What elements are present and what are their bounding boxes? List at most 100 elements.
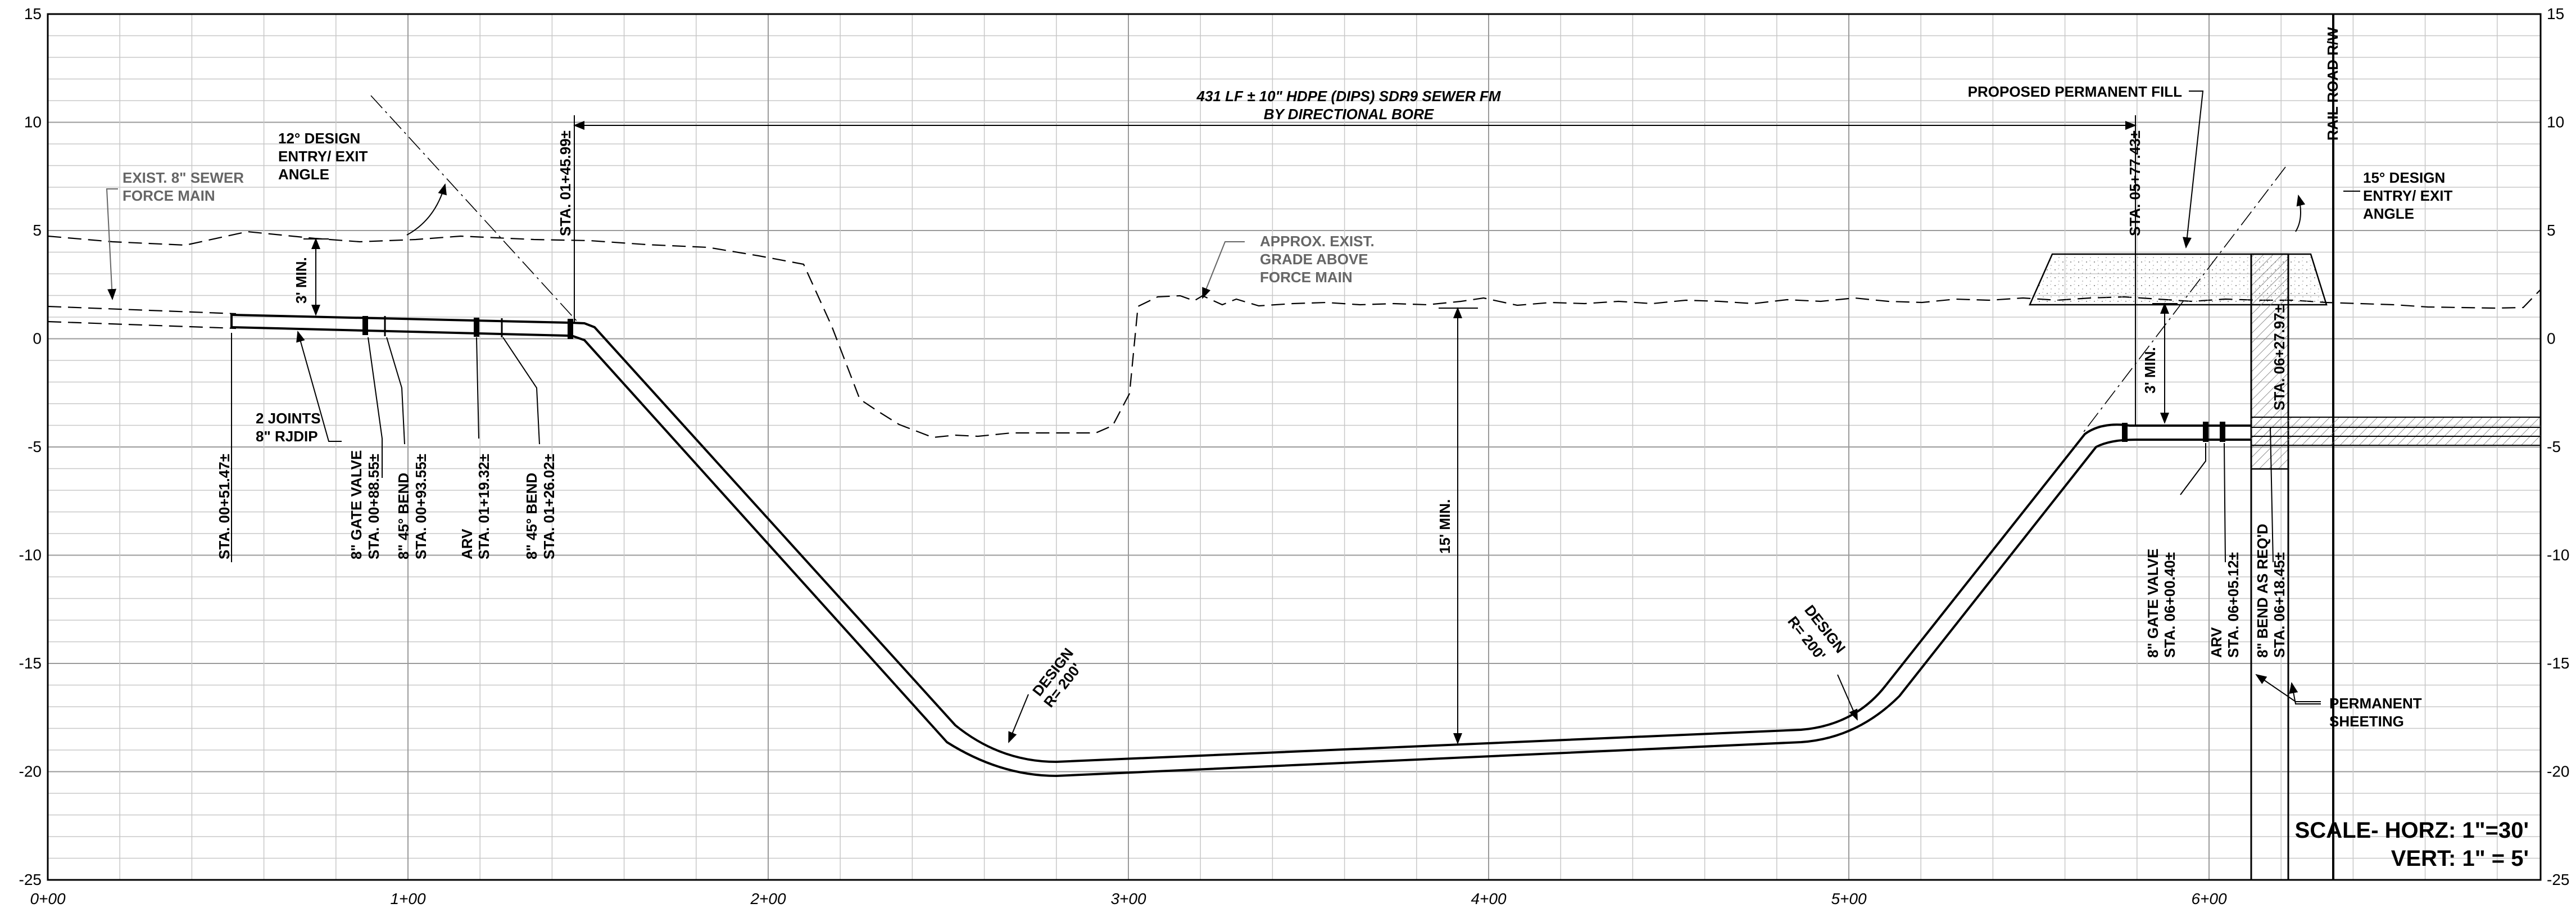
fitting-end-right: [2122, 423, 2128, 442]
fitting-gate-valve-right: [2203, 422, 2208, 442]
elevation-axis-right: 15 10 5 0 -5 -10 -15 -20 -25: [2547, 5, 2569, 888]
station-tick-label: 4+00: [1471, 890, 1506, 907]
approx-grade-label-1: APPROX. EXIST.: [1260, 233, 1375, 250]
fitting-gate-valve-left: [362, 316, 368, 335]
elevation-tick-label: -20: [2547, 763, 2569, 780]
joints-leader: [296, 331, 342, 442]
elevation-tick-label: -5: [2547, 438, 2561, 455]
elevation-tick-label: -10: [19, 546, 42, 564]
min-cover-right-label: 3' MIN.: [2142, 347, 2158, 394]
station-tick-label: 2+00: [750, 890, 786, 907]
bore-note-line2: BY DIRECTIONAL BORE: [1264, 106, 1434, 123]
station-tick-label: 0+00: [30, 890, 65, 907]
elevation-tick-label: 15: [24, 5, 42, 22]
angle-arc-12: [406, 183, 447, 236]
bore-note-line1: 431 LF ± 10" HDPE (DIPS) SDR9 SEWER FM: [1196, 88, 1502, 105]
exist-fm-label-1: EXIST. 8" SEWER: [123, 169, 244, 186]
exist-force-main-top: [47, 305, 237, 315]
elevation-tick-label: 0: [2547, 330, 2556, 347]
design-angle-12-line3: ANGLE: [278, 166, 329, 183]
sta-0627-label: STA. 06+27.97±: [2271, 305, 2288, 410]
scale-label-1: SCALE- HORZ: 1"=30': [2295, 818, 2529, 843]
elevation-tick-label: -15: [2547, 654, 2569, 672]
min-cover-left-label: 3' MIN.: [293, 257, 310, 304]
bend-left-sta: STA. 00+93.55±: [412, 454, 429, 559]
bend-right-title: 8" BEND AS REQ'D: [2254, 523, 2271, 658]
bend-left-title: 8" 45° BEND: [395, 473, 412, 559]
station-tick-label: 1+00: [390, 890, 425, 907]
approx-grade-label-3: FORCE MAIN: [1260, 269, 1353, 286]
design-radius-right-leader: [1837, 674, 1858, 721]
elevation-tick-label: 10: [2547, 114, 2564, 131]
design-angle-12-line1: 12° DESIGN: [278, 130, 360, 147]
exist-fm-leader: [106, 188, 118, 300]
gate-valve-right-title: 8" GATE VALVE: [2144, 549, 2161, 658]
proposed-pipe-top: [231, 314, 2251, 764]
elevation-tick-label: 10: [24, 114, 42, 131]
station-axis: 0+00 1+00 2+00 3+00 4+00 5+00 6+00: [30, 890, 2226, 907]
elevation-tick-label: -25: [19, 871, 42, 888]
elevation-tick-label: -20: [19, 763, 42, 780]
gate-valve-left-leader: [368, 337, 383, 478]
proposed-pipe-bottom: [231, 326, 2251, 778]
fitting-end-left: [568, 319, 573, 339]
elevation-tick-label: -25: [2547, 871, 2569, 888]
bend-left2-title: 8" 45° BEND: [523, 473, 540, 559]
exist-force-main-bottom: [47, 320, 237, 329]
sheeting-label-1: PERMANENT: [2329, 695, 2422, 712]
entry-angle-line-left: [370, 95, 579, 324]
proposed-fill-leader: [2182, 91, 2204, 249]
existing-grade-line: [47, 231, 2541, 439]
bend-left2-sta: STA. 01+26.02±: [541, 454, 557, 559]
design-angle-15-line3: ANGLE: [2363, 205, 2414, 222]
bend-right-sta: STA. 06+18.45±: [2271, 552, 2288, 658]
min-depth-label: 15' MIN.: [1436, 499, 1453, 554]
arv-left-leader: [476, 337, 479, 439]
elevation-tick-label: 5: [2547, 222, 2556, 239]
rail-row-label: RAIL ROAD R/W: [2324, 27, 2341, 141]
sheeting-label-2: SHEETING: [2329, 713, 2404, 730]
approx-grade-label-2: GRADE ABOVE: [1260, 251, 1368, 268]
elevation-tick-label: 0: [33, 330, 42, 347]
grid: [47, 13, 2541, 880]
fitting-arv-left: [474, 318, 479, 337]
scale-label-2: VERT: 1" = 5': [2391, 846, 2529, 871]
design-angle-15-line2: ENTRY/ EXIT: [2363, 187, 2453, 204]
elevation-tick-label: 15: [2547, 5, 2564, 22]
station-tick-label: 6+00: [2191, 890, 2226, 907]
arv-left-title: ARV: [459, 528, 475, 559]
proposed-fill-label: PROPOSED PERMANENT FILL: [1968, 83, 2182, 100]
elevation-axis-left: 15 10 5 0 -5 -10 -15 -20 -25: [19, 5, 42, 888]
approx-grade-leader: [1202, 241, 1245, 299]
bend-right-leader: [2270, 427, 2274, 563]
fitting-arv-right: [2220, 422, 2225, 442]
elevation-tick-label: -10: [2547, 546, 2569, 564]
sheeting-leader-2: [2289, 682, 2321, 704]
design-angle-12-line2: ENTRY/ EXIT: [278, 148, 368, 165]
arv-right-title: ARV: [2208, 627, 2225, 658]
joints-label-1: 2 JOINTS: [256, 410, 321, 427]
elevation-tick-label: -5: [28, 438, 42, 455]
plot-frame: [47, 13, 2542, 881]
gate-valve-right-leader: [2180, 443, 2206, 495]
bend-left2-leader: [502, 337, 540, 445]
existing-casing-hatch: [2251, 417, 2541, 445]
design-angle-15-line1: 15° DESIGN: [2363, 169, 2445, 186]
elevation-tick-label: 5: [33, 222, 42, 239]
gate-valve-right-sta: STA. 06+00.40±: [2161, 552, 2178, 658]
station-tick-label: 3+00: [1110, 890, 1146, 907]
elevation-tick-label: -15: [19, 654, 42, 672]
gate-valve-left-sta: STA. 00+88.55±: [365, 454, 382, 559]
sta-0145-label: STA. 01+45.99±: [557, 130, 574, 236]
sta-0577-label: STA. 05+77.43±: [2126, 130, 2143, 236]
arv-left-sta: STA. 01+19.32±: [475, 454, 492, 559]
sta-0051-label: STA. 00+51.47±: [216, 454, 233, 559]
arv-right-sta: STA. 06+05.12±: [2225, 552, 2242, 658]
joints-label-2: 8" RJDIP: [256, 428, 318, 445]
angle-arc-15: [2295, 195, 2306, 232]
arv-right-leader: [2224, 442, 2226, 563]
station-tick-label: 5+00: [1831, 890, 1866, 907]
gate-valve-left-title: 8" GATE VALVE: [348, 450, 365, 559]
exist-fm-label-2: FORCE MAIN: [123, 187, 215, 204]
